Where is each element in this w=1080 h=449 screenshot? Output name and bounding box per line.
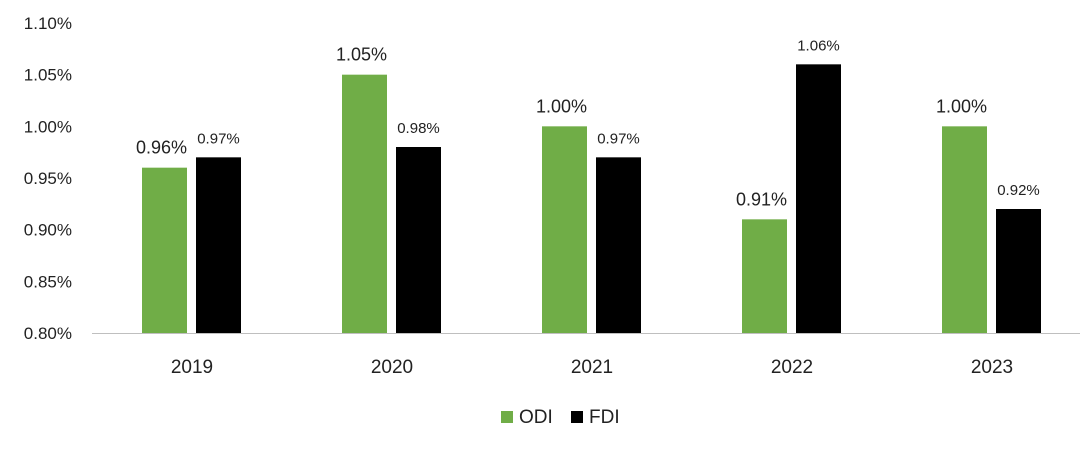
- data-label-fdi-2022: 1.06%: [797, 37, 840, 54]
- x-axis-ticks: 2019 2020 2021 2022 2023: [171, 357, 1013, 378]
- y-tick-label: 1.10%: [24, 14, 72, 33]
- legend-swatch-fdi: [571, 411, 583, 423]
- data-label-odi-2020: 1.05%: [336, 45, 387, 65]
- bar-fdi-2022: [796, 64, 841, 333]
- data-label-fdi-2019: 0.97%: [197, 130, 240, 147]
- legend-label-fdi: FDI: [589, 407, 620, 428]
- y-tick-label: 0.80%: [24, 324, 72, 343]
- bar-fdi-2021: [596, 157, 641, 333]
- y-tick-label: 1.00%: [24, 117, 72, 136]
- legend-label-odi: ODI: [519, 407, 553, 428]
- y-axis-ticks: 0.80% 0.85% 0.90% 0.95% 1.00% 1.05% 1.10%: [24, 14, 72, 343]
- x-tick-label: 2022: [771, 357, 813, 378]
- data-labels: 0.96% 0.97% 1.05% 0.98% 1.00% 0.97% 0.91% 1.06%…: [136, 37, 1040, 209]
- bar-fdi-2023: [996, 209, 1041, 333]
- x-tick-label: 2019: [171, 357, 213, 378]
- legend: ODI FDI: [501, 407, 620, 428]
- data-label-odi-2022: 0.91%: [736, 189, 787, 209]
- bar-odi-2021: [542, 126, 587, 333]
- y-tick-label: 1.05%: [24, 66, 72, 85]
- bar-fdi-2020: [396, 147, 441, 333]
- x-tick-label: 2021: [571, 357, 613, 378]
- y-tick-label: 0.85%: [24, 272, 72, 291]
- x-tick-label: 2023: [971, 357, 1013, 378]
- x-tick-label: 2020: [371, 357, 413, 378]
- bar-odi-2022: [742, 219, 787, 333]
- data-label-fdi-2023: 0.92%: [997, 182, 1040, 199]
- legend-swatch-odi: [501, 411, 513, 423]
- bars: [142, 64, 1041, 334]
- data-label-odi-2019: 0.96%: [136, 138, 187, 158]
- data-label-fdi-2020: 0.98%: [397, 120, 440, 137]
- bar-odi-2020: [342, 74, 387, 334]
- data-label-fdi-2021: 0.97%: [597, 130, 640, 147]
- data-label-odi-2023: 1.00%: [936, 96, 987, 116]
- bar-odi-2023: [942, 126, 987, 333]
- bar-odi-2019: [142, 167, 187, 333]
- bar-fdi-2019: [196, 157, 241, 333]
- y-tick-label: 0.90%: [24, 221, 72, 240]
- y-tick-label: 0.95%: [24, 169, 72, 188]
- data-label-odi-2021: 1.00%: [536, 96, 587, 116]
